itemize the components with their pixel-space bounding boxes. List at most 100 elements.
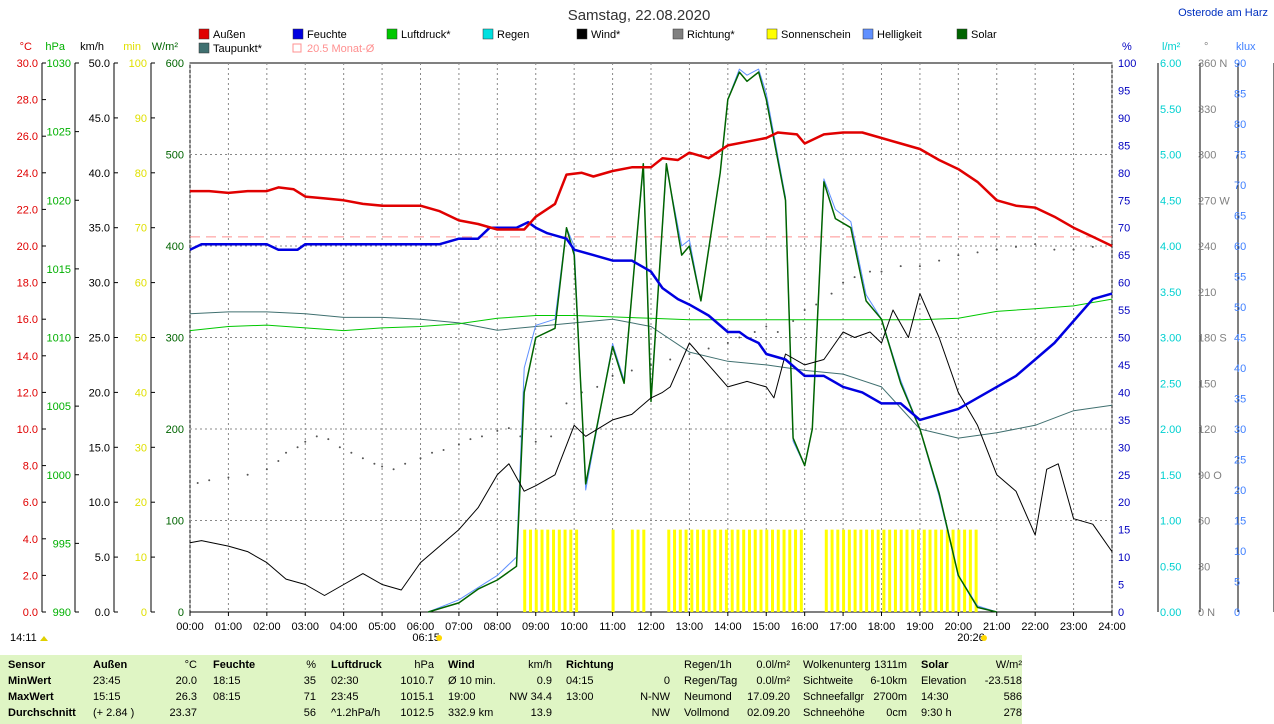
series-line-auen [190,131,1113,248]
richtung-point [738,336,741,339]
sunshine-bar [540,529,544,612]
axis-tick-label: 80 [1234,119,1246,131]
sunshine-bar [534,529,538,612]
richtung-point [868,270,871,273]
sunshine-bar [870,529,874,612]
axis-tick-label: 95 [1118,85,1130,97]
sunshine-bar [690,529,694,612]
axis-tick-label: 70 [1118,223,1130,235]
axis-tick-label: 10.0 [89,497,110,509]
sunshine-bar [899,529,903,612]
stats-cell: -23.518 [984,675,1022,687]
axis-tick-label: 500 [166,150,184,162]
axis-tick-label: 1015 [47,264,71,276]
richtung-point [381,465,384,468]
axis-tick-label: 3.50 [1160,287,1181,299]
richtung-point [1091,245,1094,248]
legend-swatch [672,28,684,40]
axis-tick-label: 30.0 [89,278,110,290]
axis-tick-label: 15 [1118,525,1130,537]
axis-tick-label: 90 [1118,113,1130,125]
stats-cell: N-NW [640,691,670,703]
sunshine-bar [882,529,886,612]
axis-tick-label: 30 [1234,424,1246,436]
axis-tick-label: 0.50 [1160,561,1181,573]
x-tick-label: 02:00 [253,621,281,633]
sunshine-bar [730,529,734,612]
richtung-point [457,443,460,446]
stats-cell: 35 [303,675,316,687]
axis-tick-label: 50 [135,333,147,345]
axis-tick-label: 990 [53,607,71,619]
richtung-point [880,270,883,273]
sun-icon [40,636,48,641]
stats-cell: Sensor [8,659,46,671]
stats-cell: °C [184,659,197,671]
richtung-point [842,281,845,284]
axis-tick-label: 270 W [1198,195,1230,207]
stats-cell: Elevation [921,675,967,687]
sunshine-bar [876,529,880,612]
axis-tick-label: 25 [1234,455,1246,467]
x-tick-label: 11:00 [599,621,626,633]
axis-tick-label: 20.0 [89,387,110,399]
sunshine-bar [782,529,786,612]
stats-cell: 26.3 [175,691,197,703]
sunshine-bar [528,529,532,612]
x-tick-label: 20:00 [945,621,973,633]
axis-unit: l/m² [1162,41,1181,53]
axis-tick-label: 70 [135,223,147,235]
stats-cell: 6-10km [870,675,907,687]
sunshine-bar [563,529,567,612]
richtung-point [938,259,941,262]
sunshine-bar [951,529,955,612]
richtung-point [815,303,818,306]
sunshine-bar [945,529,949,612]
richtung-point [765,325,768,328]
axis-tick-label: 360 N [1198,58,1227,70]
sunshine-bar [794,529,798,612]
axis-tick-label: 0 [1234,607,1240,619]
stats-cell: 0cm [886,707,907,719]
sunshine-bar [888,529,892,612]
axis-tick-label: 14.0 [17,351,38,363]
stats-cell: hPa [414,659,434,671]
axis-tick-label: 10.0 [17,424,38,436]
stats-cell: 18:15 [213,675,241,687]
stats-cell: 20.0 [175,675,197,687]
axis-tick-label: 1010 [47,333,71,345]
stats-cell: 23:45 [331,691,359,703]
stats-cell: 56 [303,707,316,719]
stats-cell: % [306,659,316,671]
sunshine-bar [799,529,803,612]
sunrise-icon [436,635,443,641]
series-line-solar [427,71,997,613]
axis-tick-label: 90 [1234,58,1246,70]
richtung-point [1034,243,1037,246]
axis-tick-label: 100 [1118,58,1136,70]
legend-swatch [292,28,304,40]
axis-tick-label: 55 [1234,272,1246,284]
axis-unit: °C [20,41,32,53]
axis-tick-label: 3.00 [1160,333,1181,345]
axis-tick-label: 5 [1118,580,1124,592]
stats-cell: 332.9 km [448,707,494,719]
richtung-point [630,369,633,372]
sunshine-bar [830,529,834,612]
stats-cell: 0 [663,675,670,687]
stats-cell: 0.0l/m² [756,675,790,687]
sunshine-bar [719,529,723,612]
axis-tick-label: 28.0 [17,95,38,107]
stats-cell: 278 [1003,707,1022,719]
sunshine-bar [934,529,938,612]
sunrise-label: 06:15 [412,632,440,644]
axis-tick-label: 6.00 [1160,58,1181,70]
x-tick-label: 07:00 [445,621,473,633]
legend-swatch [956,28,968,40]
sunshine-bar [911,529,915,612]
axis-tick-label: 85 [1234,89,1246,101]
stats-cell: MinWert [8,675,52,687]
axis-tick-label: 0 [141,607,147,619]
sunshine-bar [968,529,972,612]
stats-cell: 71 [303,691,316,703]
